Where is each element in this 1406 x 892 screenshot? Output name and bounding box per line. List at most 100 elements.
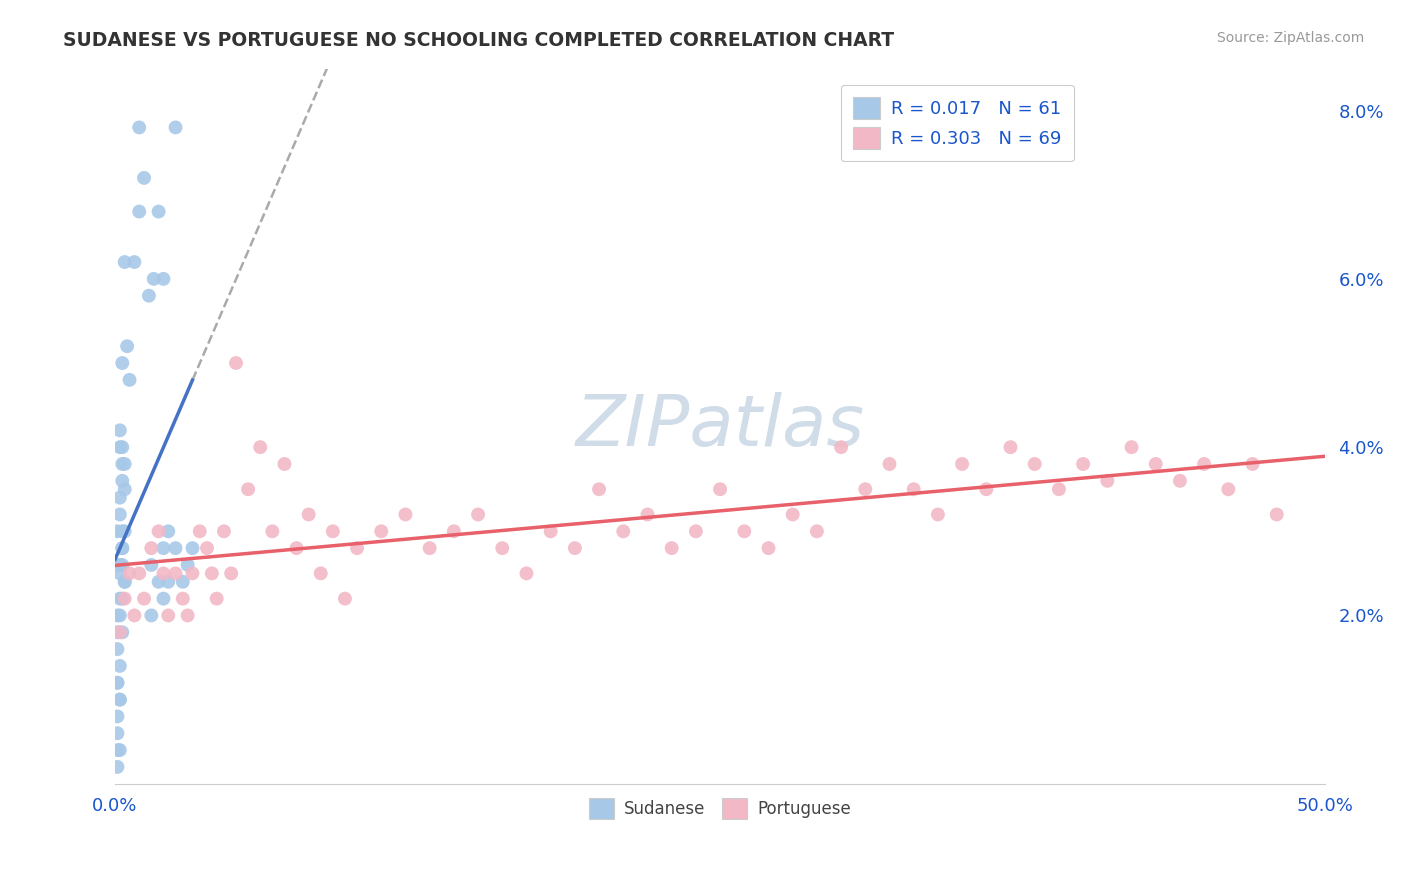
Point xyxy=(114,574,136,589)
Point xyxy=(782,508,804,522)
Point xyxy=(108,591,131,606)
Point xyxy=(322,524,344,539)
Point xyxy=(172,591,194,606)
Point xyxy=(637,508,659,522)
Point xyxy=(107,642,129,657)
Point xyxy=(114,574,136,589)
Point xyxy=(141,541,163,556)
Point xyxy=(111,541,134,556)
Point xyxy=(157,524,180,539)
Point xyxy=(298,508,321,522)
Point xyxy=(950,457,973,471)
Point xyxy=(806,524,828,539)
Point xyxy=(1071,457,1094,471)
Point xyxy=(1168,474,1191,488)
Text: SUDANESE VS PORTUGUESE NO SCHOOLING COMPLETED CORRELATION CHART: SUDANESE VS PORTUGUESE NO SCHOOLING COMP… xyxy=(63,31,894,50)
Point xyxy=(107,726,129,740)
Point xyxy=(1121,440,1143,454)
Point xyxy=(111,457,134,471)
Point xyxy=(107,675,129,690)
Point xyxy=(108,659,131,673)
Point xyxy=(111,625,134,640)
Point xyxy=(205,591,228,606)
Point xyxy=(132,591,155,606)
Point xyxy=(107,743,129,757)
Point xyxy=(111,440,134,454)
Point xyxy=(108,491,131,505)
Text: ZIPatlas: ZIPatlas xyxy=(575,392,865,460)
Point xyxy=(225,356,247,370)
Point xyxy=(111,474,134,488)
Point xyxy=(108,440,131,454)
Point xyxy=(128,566,150,581)
Point xyxy=(1218,482,1240,496)
Point xyxy=(976,482,998,496)
Point xyxy=(201,566,224,581)
Point xyxy=(249,440,271,454)
Point xyxy=(111,541,134,556)
Point xyxy=(114,591,136,606)
Text: Source: ZipAtlas.com: Source: ZipAtlas.com xyxy=(1216,31,1364,45)
Point xyxy=(148,524,170,539)
Point xyxy=(661,541,683,556)
Point xyxy=(467,508,489,522)
Point xyxy=(1144,457,1167,471)
Legend: Sudanese, Portuguese: Sudanese, Portuguese xyxy=(582,792,858,825)
Point xyxy=(124,255,146,269)
Point xyxy=(111,558,134,572)
Point xyxy=(370,524,392,539)
Point xyxy=(309,566,332,581)
Point xyxy=(1024,457,1046,471)
Point xyxy=(107,675,129,690)
Point xyxy=(195,541,218,556)
Point xyxy=(758,541,780,556)
Point xyxy=(107,760,129,774)
Point xyxy=(1047,482,1070,496)
Point xyxy=(176,608,198,623)
Point xyxy=(1000,440,1022,454)
Point xyxy=(128,204,150,219)
Point xyxy=(285,541,308,556)
Point xyxy=(181,541,204,556)
Point xyxy=(108,423,131,437)
Point xyxy=(219,566,242,581)
Point xyxy=(111,591,134,606)
Point xyxy=(114,482,136,496)
Point xyxy=(333,591,356,606)
Point xyxy=(903,482,925,496)
Point xyxy=(108,743,131,757)
Point xyxy=(118,373,141,387)
Point xyxy=(132,170,155,185)
Point xyxy=(118,566,141,581)
Point xyxy=(853,482,876,496)
Point xyxy=(172,574,194,589)
Point xyxy=(709,482,731,496)
Point xyxy=(588,482,610,496)
Point xyxy=(108,692,131,706)
Point xyxy=(165,541,187,556)
Point xyxy=(262,524,284,539)
Point xyxy=(1241,457,1264,471)
Point xyxy=(111,356,134,370)
Point xyxy=(879,457,901,471)
Point xyxy=(927,508,949,522)
Point xyxy=(176,558,198,572)
Point xyxy=(107,524,129,539)
Point xyxy=(165,120,187,135)
Point xyxy=(564,541,586,556)
Point xyxy=(346,541,368,556)
Point xyxy=(152,591,174,606)
Point xyxy=(108,558,131,572)
Point xyxy=(515,566,537,581)
Point xyxy=(157,608,180,623)
Point xyxy=(540,524,562,539)
Point xyxy=(108,566,131,581)
Point xyxy=(114,457,136,471)
Point xyxy=(108,625,131,640)
Point xyxy=(107,709,129,723)
Point xyxy=(394,508,416,522)
Point xyxy=(111,524,134,539)
Point xyxy=(733,524,755,539)
Point xyxy=(212,524,235,539)
Point xyxy=(152,272,174,286)
